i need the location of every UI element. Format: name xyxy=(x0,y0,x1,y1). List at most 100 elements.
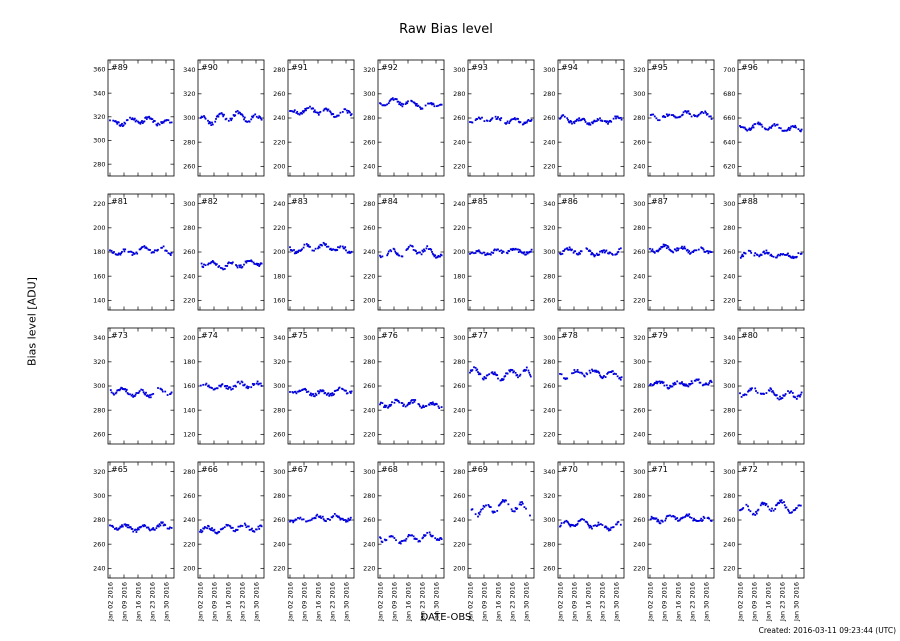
svg-text:640: 640 xyxy=(723,138,735,146)
svg-text:300: 300 xyxy=(633,468,645,476)
panel-label: #87 xyxy=(651,197,668,206)
svg-text:260: 260 xyxy=(453,114,465,122)
x-tick-label: Jan 16 2016 xyxy=(584,582,592,622)
x-tick-label: Jan 30 2016 xyxy=(792,582,800,622)
svg-text:320: 320 xyxy=(633,66,645,74)
svg-text:280: 280 xyxy=(273,492,285,500)
panel-label: #84 xyxy=(381,197,398,206)
svg-text:260: 260 xyxy=(723,431,735,439)
svg-text:240: 240 xyxy=(453,138,465,146)
svg-text:220: 220 xyxy=(633,565,645,573)
svg-text:300: 300 xyxy=(93,382,105,390)
x-tick-label: Jan 23 2016 xyxy=(238,582,246,622)
svg-text:280: 280 xyxy=(633,382,645,390)
svg-text:280: 280 xyxy=(183,224,195,232)
svg-text:240: 240 xyxy=(93,565,105,573)
subplot-75: 260 280 300 320 340 #75 xyxy=(273,327,355,445)
svg-text:240: 240 xyxy=(543,406,555,414)
svg-text:220: 220 xyxy=(723,565,735,573)
panel-label: #67 xyxy=(291,465,308,474)
svg-text:300: 300 xyxy=(273,468,285,476)
svg-text:220: 220 xyxy=(363,565,375,573)
x-tick-label: Jan 02 2016 xyxy=(646,582,654,622)
svg-text:300: 300 xyxy=(183,200,195,208)
x-tick-label: Jan 23 2016 xyxy=(778,582,786,622)
subplot-76: 220 240 260 280 300 #76 xyxy=(363,327,445,445)
subplot-81: 140 160 180 200 220 #81 xyxy=(93,193,175,311)
svg-text:260: 260 xyxy=(273,90,285,98)
panel-label: #91 xyxy=(291,63,308,72)
subplot-89: 280 300 320 340 360 #89 xyxy=(93,59,175,177)
svg-text:300: 300 xyxy=(183,114,195,122)
svg-text:300: 300 xyxy=(273,382,285,390)
svg-text:300: 300 xyxy=(363,334,375,342)
subplot-90: 260 280 300 320 340 #90 xyxy=(183,59,265,177)
svg-text:260: 260 xyxy=(273,516,285,524)
subplot-86: 260 280 300 320 340 #86 xyxy=(543,193,625,311)
x-tick-label: Jan 09 2016 xyxy=(210,582,218,622)
svg-text:280: 280 xyxy=(363,114,375,122)
subplot-70: 260 280 300 320 340 Jan 02 2016 Jan 09 2016 Jan… xyxy=(543,461,625,622)
svg-text:260: 260 xyxy=(633,516,645,524)
svg-text:160: 160 xyxy=(93,272,105,280)
svg-text:700: 700 xyxy=(723,66,735,74)
svg-text:240: 240 xyxy=(453,516,465,524)
x-tick-label: Jan 09 2016 xyxy=(750,582,758,622)
x-tick-label: Jan 02 2016 xyxy=(376,582,384,622)
subplot-67: 220 240 260 280 300 Jan 02 2016 Jan 09 2016 Jan… xyxy=(273,461,355,622)
panel-label: #89 xyxy=(111,63,128,72)
svg-text:300: 300 xyxy=(723,382,735,390)
svg-text:280: 280 xyxy=(453,90,465,98)
panel-label: #95 xyxy=(651,63,668,72)
x-tick-label: Jan 23 2016 xyxy=(508,582,516,622)
svg-text:300: 300 xyxy=(453,66,465,74)
svg-text:300: 300 xyxy=(363,90,375,98)
subplot-77: 220 240 260 280 300 #77 xyxy=(453,327,535,445)
svg-text:260: 260 xyxy=(633,248,645,256)
x-tick-label: Jan 16 2016 xyxy=(224,582,232,622)
svg-text:280: 280 xyxy=(633,114,645,122)
x-tick-label: Jan 16 2016 xyxy=(314,582,322,622)
svg-text:240: 240 xyxy=(543,138,555,146)
svg-text:320: 320 xyxy=(273,358,285,366)
svg-text:340: 340 xyxy=(543,200,555,208)
panel-label: #81 xyxy=(111,197,128,206)
x-tick-label: Jan 02 2016 xyxy=(106,582,114,622)
svg-text:260: 260 xyxy=(183,248,195,256)
svg-text:220: 220 xyxy=(183,297,195,305)
subplot-88: 220 240 260 280 300 #88 xyxy=(723,193,805,311)
svg-text:180: 180 xyxy=(93,248,105,256)
x-tick-label: Jan 23 2016 xyxy=(328,582,336,622)
svg-text:320: 320 xyxy=(93,468,105,476)
svg-text:220: 220 xyxy=(363,431,375,439)
svg-text:260: 260 xyxy=(453,382,465,390)
svg-text:220: 220 xyxy=(273,138,285,146)
panel-label: #92 xyxy=(381,63,398,72)
panel-label: #71 xyxy=(651,465,668,474)
svg-text:260: 260 xyxy=(363,382,375,390)
svg-text:340: 340 xyxy=(183,66,195,74)
svg-text:300: 300 xyxy=(453,334,465,342)
svg-text:320: 320 xyxy=(183,90,195,98)
panel-label: #72 xyxy=(741,465,758,474)
subplot-71: 220 240 260 280 300 Jan 02 2016 Jan 09 2016 Jan… xyxy=(633,461,715,622)
subplot-85: 160 180 200 220 240 #85 xyxy=(453,193,535,311)
svg-text:240: 240 xyxy=(273,540,285,548)
svg-text:200: 200 xyxy=(453,565,465,573)
svg-text:280: 280 xyxy=(273,66,285,74)
svg-text:280: 280 xyxy=(93,160,105,168)
panel-label: #75 xyxy=(291,331,308,340)
x-tick-label: Jan 09 2016 xyxy=(390,582,398,622)
x-tick-label: Jan 09 2016 xyxy=(300,582,308,622)
svg-text:240: 240 xyxy=(363,163,375,171)
svg-text:260: 260 xyxy=(543,114,555,122)
svg-text:280: 280 xyxy=(93,516,105,524)
subplot-66: 200 220 240 260 280 Jan 02 2016 Jan 09 2016 Jan… xyxy=(183,461,265,622)
svg-text:300: 300 xyxy=(633,358,645,366)
svg-text:220: 220 xyxy=(543,163,555,171)
svg-text:320: 320 xyxy=(633,334,645,342)
svg-text:300: 300 xyxy=(543,66,555,74)
panel-label: #86 xyxy=(561,197,578,206)
x-tick-label: Jan 23 2016 xyxy=(688,582,696,622)
svg-text:280: 280 xyxy=(453,358,465,366)
